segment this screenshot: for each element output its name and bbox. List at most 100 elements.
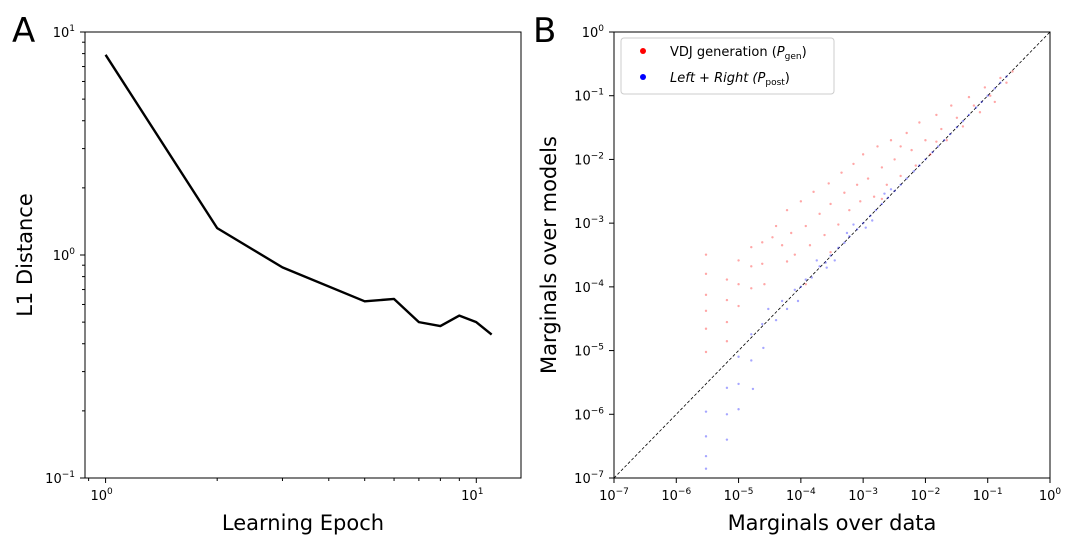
panel-b-y-tick-label-5: 10−2 (574, 151, 604, 168)
panel-b-x-tick-label-2-base: 10 (724, 489, 741, 504)
panel-b-point-ppost-29 (855, 228, 859, 231)
panel-b-point-ppost-25 (829, 254, 832, 257)
panel-b-point-ppost-4 (725, 386, 729, 390)
panel-b-y-tick-label-7: 100 (582, 24, 605, 41)
panel-b-y-tick-label-1-exponent: −6 (591, 406, 605, 416)
panel-b-point-ppost-13 (761, 322, 764, 326)
panel-b-y-tick-label-0: 10−7 (574, 470, 604, 487)
legend-label-pgen: VDJ generation (Pgen) (670, 45, 807, 62)
panel-b-point-pgen-31 (829, 202, 832, 206)
legend-text-pgen: VDJ generation ( (670, 45, 777, 60)
panel-b-point-pgen-24 (799, 200, 803, 203)
panel-b-point-ppost-41 (931, 150, 934, 154)
panel-b-y-tick-label-6-exponent: −1 (591, 88, 604, 98)
panel-b-point-ppost-44 (949, 132, 952, 136)
panel-b-point-pgen-5 (704, 350, 708, 354)
panel-b-point-ppost-7 (737, 355, 740, 358)
panel-b-y-tick-label-7-exponent: 0 (598, 24, 604, 34)
panel-b-y-axis-label: Marginals over models (537, 136, 561, 374)
panel-b-x-tick-label-7: 100 (1039, 487, 1062, 504)
panel-a-frame (84, 31, 522, 479)
legend-symbol-pgen: P (777, 45, 785, 60)
panel-b-point-ppost-54 (825, 266, 828, 269)
panel-b-x-tick-label-6-exponent: −1 (989, 487, 1002, 497)
panel-b-point-pgen-39 (861, 153, 865, 156)
panel-b-point-pgen-74 (899, 145, 902, 148)
panel-b-point-pgen-52 (924, 139, 927, 142)
panel-b-point-pgen-17 (761, 262, 764, 266)
panel-b-y-tick-label-4-exponent: −3 (591, 215, 604, 225)
panel-b-point-pgen-55 (940, 127, 943, 131)
panel-b-point-pgen-11 (737, 283, 740, 286)
legend-box (620, 37, 835, 95)
panel-a-plot-area (104, 54, 493, 336)
panel-b-point-pgen-40 (866, 177, 870, 180)
panel-b-y-tick-label-1-base: 10 (574, 408, 591, 423)
panel-b-point-ppost-38 (912, 170, 915, 173)
panel-a-x-axis-label: Learning Epoch (222, 511, 384, 535)
panel-a-y-tick-label-2-exponent: 1 (69, 24, 75, 34)
panel-b-x-axis-label: Marginals over data (728, 511, 937, 535)
panel-b-point-pgen-71 (804, 283, 807, 286)
panel-b-point-ppost-16 (774, 318, 778, 322)
panel-b-point-ppost-12 (751, 387, 755, 391)
panel-b-y-tick-label-4-base: 10 (574, 217, 591, 232)
panel-b-x-tick-label-6-base: 10 (973, 489, 990, 504)
panel-b-point-ppost-1 (704, 435, 708, 438)
panel-b-plot-area (613, 31, 1051, 479)
panel-b-x-tick-label-6: 10−1 (973, 487, 1003, 504)
panel-b-point-ppost-46 (961, 119, 965, 123)
panel-b-point-pgen-14 (750, 265, 753, 268)
panel-b-point-ppost-21 (804, 278, 807, 281)
panel-b-y-tick-label-6: 10−1 (574, 88, 604, 105)
panel-b-point-ppost-52 (999, 81, 1002, 84)
panel-b-x-tick-label-5: 10−2 (911, 487, 941, 504)
panel-b-x-ticks: 10−7 10−6 10−5 10−4 10−3 10−2 10−1 100 (599, 478, 1061, 504)
panel-b-point-pgen-66 (999, 76, 1002, 80)
panel-b-point-ppost-0 (704, 410, 708, 413)
panel-b-point-pgen-41 (872, 195, 876, 198)
panel-b-point-pgen-28 (818, 212, 821, 216)
panel-b-point-ppost-60 (852, 223, 855, 226)
panel-b-x-tick-label-4: 10−3 (848, 487, 878, 504)
panel-b-point-pgen-27 (812, 190, 815, 194)
legend: VDJ generation (Pgen) Left + Right (Ppos… (620, 37, 835, 95)
panel-b-point-ppost-23 (818, 265, 821, 268)
panel-b-point-pgen-30 (827, 182, 830, 185)
panel-b-point-pgen-4 (704, 327, 708, 330)
panel-b-point-ppost-30 (861, 221, 865, 225)
panel-a-y-tick-label-0: 10−1 (45, 470, 75, 487)
panel-b-x-tick-label-2: 10−5 (724, 487, 754, 504)
panel-a-series-line (104, 54, 493, 336)
panel-b-point-ppost-3 (704, 467, 708, 470)
panel-b-point-ppost-47 (967, 113, 971, 117)
panel-b-point-ppost-55 (845, 231, 849, 235)
panel-b-point-pgen-37 (855, 183, 859, 186)
panel-b-point-ppost-26 (837, 246, 840, 250)
panel-b-x-tick-label-0-base: 10 (599, 489, 616, 504)
panel-b-y-tick-label-3-exponent: −4 (591, 279, 605, 289)
panel-b-point-pgen-63 (983, 86, 987, 89)
legend-close-pgen: ) (802, 45, 807, 60)
panel-b-point-pgen-47 (899, 174, 902, 178)
panel-b-point-pgen-57 (950, 104, 953, 107)
panel-b-point-ppost-36 (899, 183, 902, 186)
panel-b-point-pgen-1 (704, 272, 708, 276)
panel-b-point-pgen-10 (737, 259, 740, 262)
panel-b-point-pgen-58 (955, 116, 959, 120)
panel-b-point-pgen-51 (918, 121, 921, 124)
panel-b-point-ppost-33 (880, 202, 884, 206)
panel-b-point-pgen-69 (829, 250, 832, 254)
panel-b-point-ppost-42 (936, 145, 940, 148)
panel-b-point-ppost-17 (780, 299, 784, 303)
panel-b-point-ppost-50 (986, 94, 989, 97)
panel-b-point-pgen-15 (750, 287, 753, 290)
panel-b-x-tick-label-4-exponent: −3 (865, 487, 878, 497)
panel-b-point-ppost-24 (824, 261, 827, 264)
panel-b-point-pgen-21 (785, 208, 789, 212)
legend-marker-ppost (640, 74, 646, 80)
panel-a-y-tick-label-2: 101 (53, 24, 75, 41)
panel-b-point-ppost-56 (864, 226, 867, 229)
panel-b-y-tick-label-5-exponent: −2 (591, 151, 604, 161)
